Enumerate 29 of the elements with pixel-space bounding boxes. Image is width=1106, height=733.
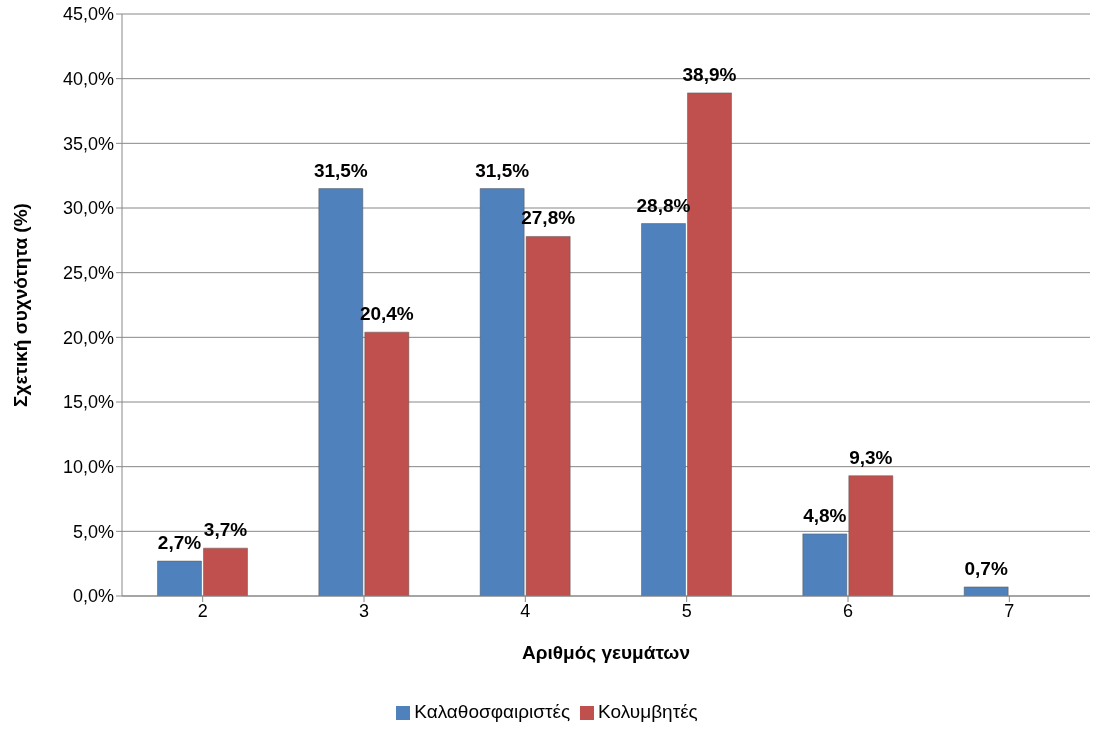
x-tick-label: 5 — [681, 600, 692, 621]
x-tick-label: 2 — [197, 600, 208, 621]
x-tick-label: 6 — [842, 600, 854, 621]
bar — [963, 586, 1009, 596]
x-tick-label: 3 — [358, 600, 370, 621]
y-tick-label: 25,0% — [62, 263, 114, 284]
data-label: 31,5% — [475, 159, 530, 181]
x-tick-label: 7 — [1004, 600, 1015, 621]
y-tick-label: 20,0% — [62, 327, 114, 348]
y-tick-label: 40,0% — [62, 69, 114, 90]
data-label: 3,7% — [203, 519, 248, 541]
y-tick-label: 15,0% — [62, 392, 114, 413]
legend-label: Κολυμβητές — [598, 701, 698, 722]
data-label: 38,9% — [682, 63, 737, 85]
data-label: 2,7% — [157, 532, 202, 554]
x-axis-title: Αριθμός γευμάτων — [522, 642, 690, 663]
data-label: 9,3% — [849, 446, 893, 468]
data-label: 4,8% — [803, 504, 847, 526]
data-label: 31,5% — [313, 159, 368, 181]
legend-label: Καλαθοσφαιριστές — [414, 701, 571, 722]
y-tick-label: 30,0% — [62, 198, 114, 219]
x-tick-label: 4 — [520, 600, 531, 621]
y-tick-label: 10,0% — [62, 457, 114, 478]
data-label: 0,7% — [964, 557, 1008, 579]
y-tick-label: 45,0% — [62, 4, 114, 25]
y-tick-label: 35,0% — [62, 133, 114, 154]
y-tick-label: 0,0% — [72, 586, 114, 607]
y-axis-title: Σχετική συχνότητα (%) — [9, 203, 31, 407]
y-tick-label: 5,0% — [72, 521, 114, 542]
